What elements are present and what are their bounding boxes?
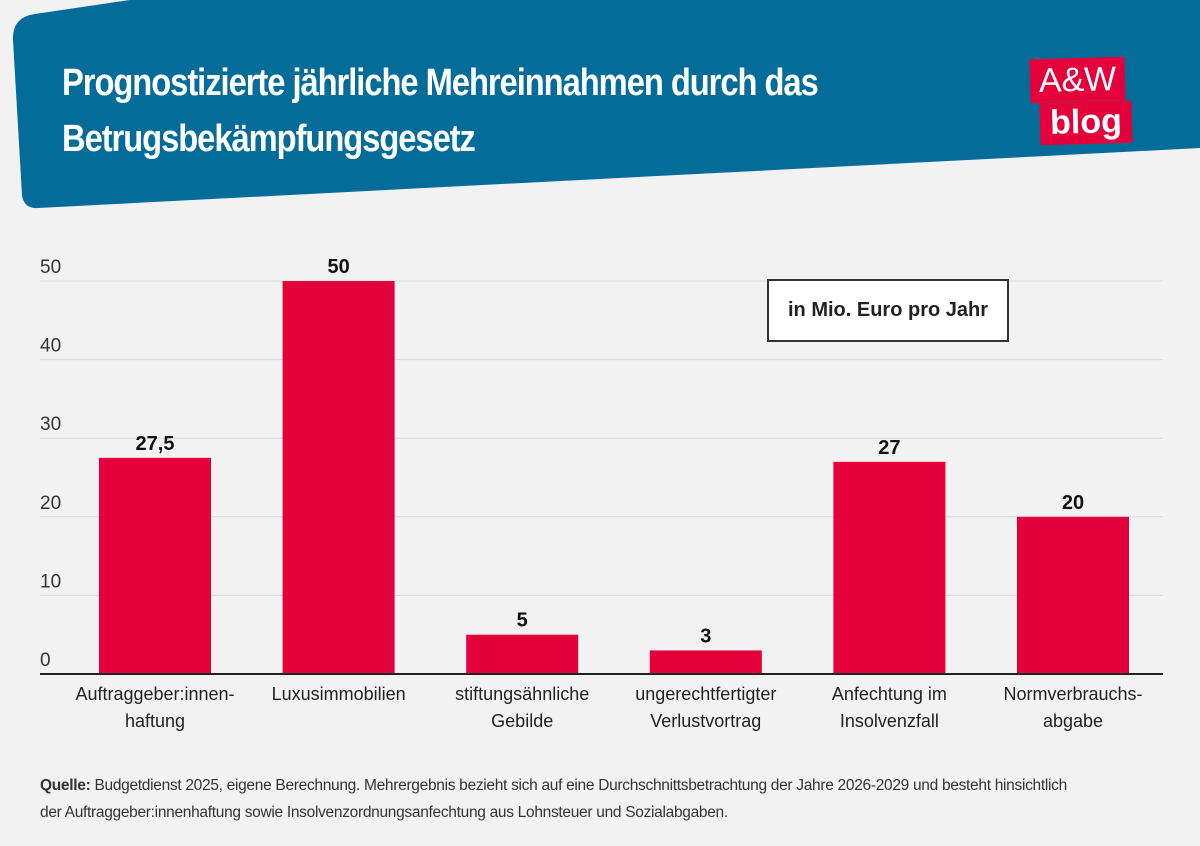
- bar: [99, 457, 211, 674]
- header-banner: [12, 0, 1200, 209]
- x-tick-label: ungerechtfertigter: [635, 684, 776, 704]
- data-label: 5: [517, 610, 528, 632]
- bar: [833, 461, 946, 674]
- y-tick-label: 40: [40, 336, 61, 357]
- bar: [649, 650, 762, 674]
- bar: [466, 634, 579, 674]
- source-text-2: der Auftraggeber:innenhaftung sowie Inso…: [40, 804, 728, 821]
- y-tick-label: 30: [40, 414, 61, 435]
- data-label: 3: [700, 625, 711, 647]
- unit-label: in Mio. Euro pro Jahr: [767, 279, 1009, 342]
- bar-chart: 0 10 20 30 40 50 27,5 Auftraggeber:innen-haftun…: [40, 256, 1163, 731]
- y-tick-label: 50: [40, 257, 61, 278]
- data-label: 20: [1062, 492, 1084, 514]
- x-tick-label: Auftraggeber:innen-: [75, 684, 234, 704]
- x-tick-label: Normverbrauchs-: [1003, 684, 1142, 704]
- source-label: Quelle:: [40, 777, 91, 794]
- y-tick-label: 0: [40, 650, 51, 671]
- x-tick-label: stiftungsähnliche: [455, 684, 589, 704]
- data-label: 27,5: [136, 433, 175, 455]
- bar: [1017, 516, 1129, 674]
- data-label: 50: [327, 256, 349, 278]
- chart-title-line2: Betrugsbekämpfungsgesetz: [62, 118, 476, 160]
- x-tick-label: haftung: [125, 711, 185, 731]
- x-tick-label: Luxusimmobilien: [272, 684, 406, 704]
- x-tick-label: Insolvenzfall: [840, 711, 939, 731]
- bar: [282, 281, 395, 674]
- x-tick-label: Anfechtung im: [832, 684, 947, 704]
- y-tick-label: 10: [40, 571, 61, 592]
- data-label: 27: [878, 437, 900, 459]
- source-text-1: Budgetdienst 2025, eigene Berechnung. Me…: [90, 777, 1067, 794]
- y-tick-label: 20: [40, 493, 61, 514]
- x-tick-label: abgabe: [1043, 711, 1103, 731]
- x-tick-label: Verlustvortrag: [650, 711, 761, 731]
- x-tick-label: Gebilde: [491, 711, 553, 731]
- source-note: Quelle: Budgetdienst 2025, eigene Berech…: [40, 772, 1067, 826]
- chart-title-line1: Prognostizierte jährliche Mehreinnahmen …: [62, 62, 819, 104]
